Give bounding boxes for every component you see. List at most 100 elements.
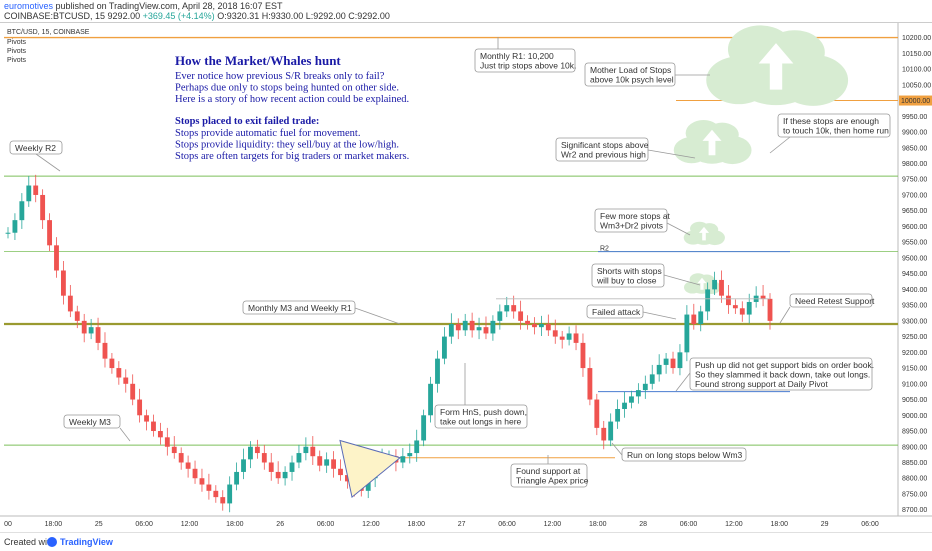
y-tick-label: 9400.00 xyxy=(902,287,927,294)
candle-body xyxy=(102,342,108,359)
callout-text: Run on long stops below Wm3 xyxy=(627,450,743,460)
candle-body xyxy=(26,185,32,202)
candle-body xyxy=(767,298,773,321)
candle-body xyxy=(490,320,496,334)
footer: Created with TradingView xyxy=(0,532,932,551)
candle-body xyxy=(345,475,350,482)
candle-body xyxy=(663,358,669,365)
callout-text: take out longs in here xyxy=(440,417,522,427)
candle-body xyxy=(532,324,537,328)
candle-body xyxy=(525,320,530,325)
callout-pointer xyxy=(354,307,401,325)
candle-body xyxy=(282,471,288,479)
candle-body xyxy=(476,327,482,331)
candle-body xyxy=(400,456,406,463)
candle-body xyxy=(615,408,621,422)
up-arrow-icon xyxy=(698,226,710,241)
candle-body xyxy=(220,497,226,504)
x-tick-label: 12:00 xyxy=(362,521,380,528)
y-tick-label: 8850.00 xyxy=(902,460,927,467)
candle-body xyxy=(317,456,323,466)
chart-title: BTC/USD, 15, COINBASE xyxy=(7,29,90,36)
price-tag-label: 10000.00 xyxy=(901,98,930,105)
candle-body xyxy=(60,270,66,296)
candle-body xyxy=(712,279,718,290)
candle-body xyxy=(448,324,454,337)
callout-pointer xyxy=(663,274,701,286)
candle-body xyxy=(698,311,704,325)
y-tick-label: 10100.00 xyxy=(902,67,931,74)
y-tick-label: 9650.00 xyxy=(902,208,927,215)
candle-body xyxy=(164,437,170,447)
callout-weekly-m3 xyxy=(63,414,121,429)
price-axis xyxy=(898,23,932,533)
candle-body xyxy=(213,490,219,498)
candle-body xyxy=(656,364,662,375)
callout-text: Found strong support at Daily Pivot xyxy=(695,379,828,389)
callout-text: will buy to close xyxy=(596,276,657,286)
candle-body xyxy=(130,383,136,400)
candle-body xyxy=(241,459,246,472)
candle-body xyxy=(421,415,427,441)
candle-body xyxy=(691,314,697,325)
candle-body xyxy=(483,327,489,334)
callout-text: Monthly R1: 10,200 xyxy=(480,51,554,61)
x-tick-label: 18:00 xyxy=(408,521,426,528)
ohlc-values: O:9320.31 H:9330.00 L:9292.00 C:9292.00 xyxy=(217,11,390,21)
y-tick-label: 8700.00 xyxy=(902,507,927,514)
candle-body xyxy=(151,421,156,432)
callout-significant-stops xyxy=(555,137,649,162)
chart-header: euromotives published on TradingView.com… xyxy=(0,0,932,22)
author-link[interactable]: euromotives xyxy=(4,1,54,11)
candle-body xyxy=(719,279,724,296)
candle-body xyxy=(88,327,94,334)
candle-body xyxy=(594,399,600,428)
candle-body xyxy=(642,383,648,391)
candle-body xyxy=(649,374,655,384)
candle-body xyxy=(587,368,593,400)
x-tick-label: 28 xyxy=(639,521,647,528)
candle-body xyxy=(227,484,233,504)
candle-body xyxy=(622,402,627,409)
candle-body xyxy=(435,358,440,384)
candle-body xyxy=(144,415,149,422)
x-tick-label: 06:00 xyxy=(680,521,698,528)
y-tick-label: 10050.00 xyxy=(902,82,931,89)
candle-body xyxy=(608,421,614,441)
candle-body xyxy=(629,396,634,403)
x-tick-label: 06:00 xyxy=(861,521,879,528)
callout-home-run xyxy=(777,113,891,138)
x-tick-label: 18:00 xyxy=(45,521,63,528)
candle-body xyxy=(178,453,184,463)
candle-body xyxy=(81,320,87,334)
tradingview-logo-icon xyxy=(47,537,57,547)
callout-text: Just trip stops above 10k. xyxy=(480,61,576,71)
notes-line: Stops provide automatic fuel for movemen… xyxy=(175,128,360,139)
tradingview-brand[interactable]: TradingView xyxy=(60,537,113,547)
y-tick-label: 9550.00 xyxy=(902,240,927,247)
callout-text: Shorts with stops xyxy=(597,266,662,276)
x-tick-label: 06:00 xyxy=(135,521,153,528)
candle-body xyxy=(441,336,447,359)
callout-mother-load xyxy=(584,62,676,87)
legend-item: Pivots xyxy=(7,39,27,46)
candle-body xyxy=(428,383,433,416)
notes-line: Ever notice how previous S/R breaks only… xyxy=(175,71,385,82)
callout-weekly-r2 xyxy=(9,140,63,155)
candle-body xyxy=(726,295,731,306)
x-tick-label: 12:00 xyxy=(181,521,199,528)
candle-body xyxy=(19,201,25,221)
candle-body xyxy=(573,333,579,343)
candle-body xyxy=(254,446,260,454)
y-tick-label: 9450.00 xyxy=(902,271,927,278)
candlestick-chart[interactable]: 8700.00 8750.00 8800.00 8850.00 8900.00 8950.… xyxy=(0,23,932,533)
candle-body xyxy=(206,484,212,491)
candle-body xyxy=(296,453,302,463)
candle-body xyxy=(95,327,101,343)
callout-pointer xyxy=(675,372,691,392)
legend-item: Pivots xyxy=(7,48,27,55)
x-tick-label: 00 xyxy=(4,521,12,528)
candle-body xyxy=(760,295,766,299)
chart-area[interactable]: 8700.00 8750.00 8800.00 8850.00 8900.00 8950.… xyxy=(0,22,932,533)
y-tick-label: 9600.00 xyxy=(902,224,927,231)
